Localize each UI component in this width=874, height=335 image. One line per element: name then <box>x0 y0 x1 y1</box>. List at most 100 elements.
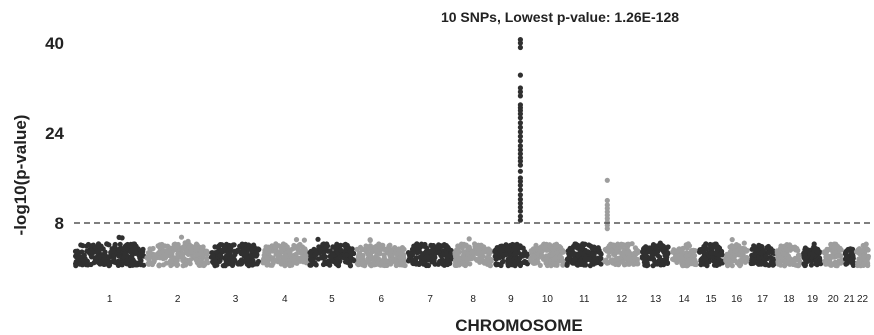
snp-point <box>785 247 791 253</box>
snp-point <box>704 263 710 269</box>
snp-point <box>493 262 499 268</box>
snp-point <box>822 258 828 264</box>
snp-point <box>187 261 193 267</box>
snp-point <box>302 246 308 252</box>
snp-point <box>178 234 185 240</box>
snp-point <box>230 242 236 248</box>
snp-point <box>426 248 432 255</box>
snp-point <box>670 249 676 255</box>
snp-point <box>168 245 174 251</box>
significant-snp-point <box>604 202 610 208</box>
snp-points <box>72 37 872 269</box>
snp-point <box>690 252 697 258</box>
chromosome-tick-label: 13 <box>650 294 662 305</box>
snp-point <box>665 244 671 250</box>
snp-point <box>290 257 296 263</box>
snp-point <box>693 261 699 268</box>
snp-point <box>322 259 328 265</box>
snp-point <box>714 261 721 267</box>
snp-point <box>771 258 777 264</box>
snp-point <box>254 251 260 258</box>
snp-point <box>460 261 466 267</box>
snp-point <box>348 257 354 263</box>
snp-point <box>130 257 136 263</box>
snp-point <box>713 250 719 257</box>
snp-point <box>781 263 788 269</box>
snp-point <box>315 256 321 262</box>
snp-point <box>383 258 389 264</box>
snp-point <box>84 259 90 265</box>
snp-point <box>382 262 388 269</box>
significant-snp-point <box>517 168 524 174</box>
chart-title: 10 SNPs, Lowest p-value: 1.26E-128 <box>441 9 679 25</box>
snp-point <box>530 247 537 253</box>
snp-point <box>465 256 471 262</box>
y-tick-label: 40 <box>45 34 64 53</box>
snp-point <box>811 241 817 247</box>
chromosome-tick-label: 3 <box>233 294 239 305</box>
snp-point <box>631 251 637 257</box>
snp-point <box>368 263 374 269</box>
snp-point <box>481 249 487 255</box>
significant-snp-point <box>517 151 524 157</box>
snp-point <box>327 248 333 254</box>
snp-point <box>168 258 174 264</box>
snp-point <box>116 259 122 265</box>
snp-point <box>354 246 360 252</box>
snp-point <box>387 242 393 248</box>
snp-point <box>698 246 705 253</box>
snp-point <box>770 262 776 268</box>
snp-point <box>603 257 609 263</box>
snp-point <box>670 256 676 262</box>
chromosome-tick-label: 15 <box>705 294 717 305</box>
snp-point <box>496 255 502 261</box>
significant-snp-point <box>517 208 524 214</box>
snp-point <box>430 248 436 254</box>
snp-point <box>239 242 245 248</box>
snp-point <box>570 260 576 266</box>
snp-point <box>500 258 506 264</box>
snp-point <box>730 255 736 261</box>
snp-point <box>91 260 97 266</box>
snp-point <box>308 253 314 259</box>
snp-point <box>446 246 452 252</box>
snp-point <box>598 255 604 261</box>
snp-point <box>130 247 136 253</box>
snp-point <box>590 258 597 264</box>
chromosome-tick-label: 20 <box>828 294 840 305</box>
snp-point <box>262 247 268 253</box>
snp-point <box>255 258 262 265</box>
snp-point <box>856 259 862 265</box>
snp-point <box>632 245 639 251</box>
significant-snp-point <box>517 187 524 193</box>
snp-point <box>688 248 695 254</box>
snp-point <box>440 251 446 257</box>
snp-point <box>634 261 640 267</box>
chromosome-tick-label: 17 <box>757 294 769 305</box>
snp-point <box>609 248 615 254</box>
snp-point <box>222 244 228 250</box>
snp-point <box>828 241 834 247</box>
snp-point <box>150 245 156 252</box>
snp-point <box>503 252 509 258</box>
snp-point <box>482 258 488 264</box>
snp-point <box>81 252 87 258</box>
snp-point <box>295 243 301 249</box>
snp-point <box>145 261 151 267</box>
snp-point <box>102 258 108 264</box>
snp-point <box>179 254 185 260</box>
snp-point <box>435 261 441 267</box>
snp-point <box>713 241 719 247</box>
snp-point <box>232 252 238 258</box>
snp-point <box>77 255 84 261</box>
snp-point <box>679 256 685 262</box>
snp-point <box>399 262 405 268</box>
snp-point <box>269 262 275 268</box>
chromosome-tick-label: 8 <box>470 294 476 305</box>
significant-snp-point <box>517 192 524 198</box>
snp-point <box>104 241 110 247</box>
snp-point <box>477 259 483 265</box>
snp-point <box>410 246 416 253</box>
snp-point <box>295 255 301 261</box>
